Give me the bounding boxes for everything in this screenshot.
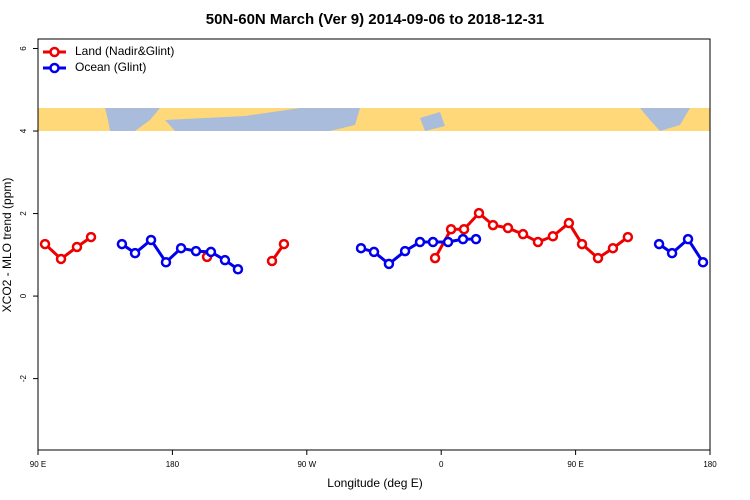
data-point xyxy=(383,258,395,270)
data-point xyxy=(278,238,290,250)
legend-label: Land (Nadir&Glint) xyxy=(75,44,174,58)
data-point xyxy=(205,246,217,258)
data-point xyxy=(85,231,97,243)
data-point xyxy=(502,222,514,234)
data-point xyxy=(458,223,470,235)
data-point xyxy=(55,253,67,265)
data-point xyxy=(129,247,141,259)
data-point xyxy=(666,247,678,259)
data-point xyxy=(368,246,380,258)
data-point xyxy=(71,241,83,253)
x-axis-label: Longitude (deg E) xyxy=(327,476,422,490)
legend-marker xyxy=(49,46,60,58)
data-point xyxy=(427,236,439,248)
data-point xyxy=(145,234,157,246)
data-point xyxy=(160,256,172,268)
data-point xyxy=(532,236,544,248)
data-point xyxy=(457,233,469,245)
data-point xyxy=(487,219,499,231)
legend-label: Ocean (Glint) xyxy=(75,60,146,74)
map-strip xyxy=(38,108,710,131)
data-point xyxy=(190,245,202,257)
x-tick-label: 90 E xyxy=(567,460,583,469)
data-point xyxy=(517,228,529,240)
chart-title: 50N-60N March (Ver 9) 2014-09-06 to 2018… xyxy=(206,11,545,28)
data-point xyxy=(429,252,441,264)
y-tick-label: -2 xyxy=(19,375,28,383)
data-point xyxy=(607,242,619,254)
data-point xyxy=(563,217,575,229)
data-point xyxy=(355,242,367,254)
data-point xyxy=(547,230,559,242)
data-point xyxy=(399,245,411,257)
data-point xyxy=(442,236,454,248)
legend-marker xyxy=(49,62,60,74)
data-point xyxy=(470,233,482,245)
data-point xyxy=(682,233,694,245)
data-point xyxy=(175,242,187,254)
y-tick-label: 2 xyxy=(19,211,28,216)
data-point xyxy=(592,252,604,264)
y-tick-label: 0 xyxy=(19,293,28,298)
data-point xyxy=(219,254,231,266)
data-point xyxy=(445,223,457,235)
data-point xyxy=(653,238,665,250)
y-axis-label: XCO2 - MLO trend (ppm) xyxy=(0,178,14,313)
x-tick-label: 180 xyxy=(166,460,180,469)
data-point xyxy=(473,207,485,219)
data-point xyxy=(266,255,278,267)
x-tick-label: 90 E xyxy=(30,460,46,469)
x-tick-label: 0 xyxy=(439,460,444,469)
data-point xyxy=(414,236,426,248)
data-point xyxy=(232,264,244,275)
data-point xyxy=(39,238,51,250)
x-tick-label: 90 W xyxy=(297,460,316,469)
plot-frame xyxy=(37,38,711,451)
data-point xyxy=(116,238,128,250)
y-tick-label: 4 xyxy=(19,128,28,133)
data-point xyxy=(697,256,709,268)
y-tick-label: 6 xyxy=(19,46,28,51)
x-tick-label: 180 xyxy=(703,460,717,469)
data-point xyxy=(622,231,634,243)
data-point xyxy=(576,238,588,250)
